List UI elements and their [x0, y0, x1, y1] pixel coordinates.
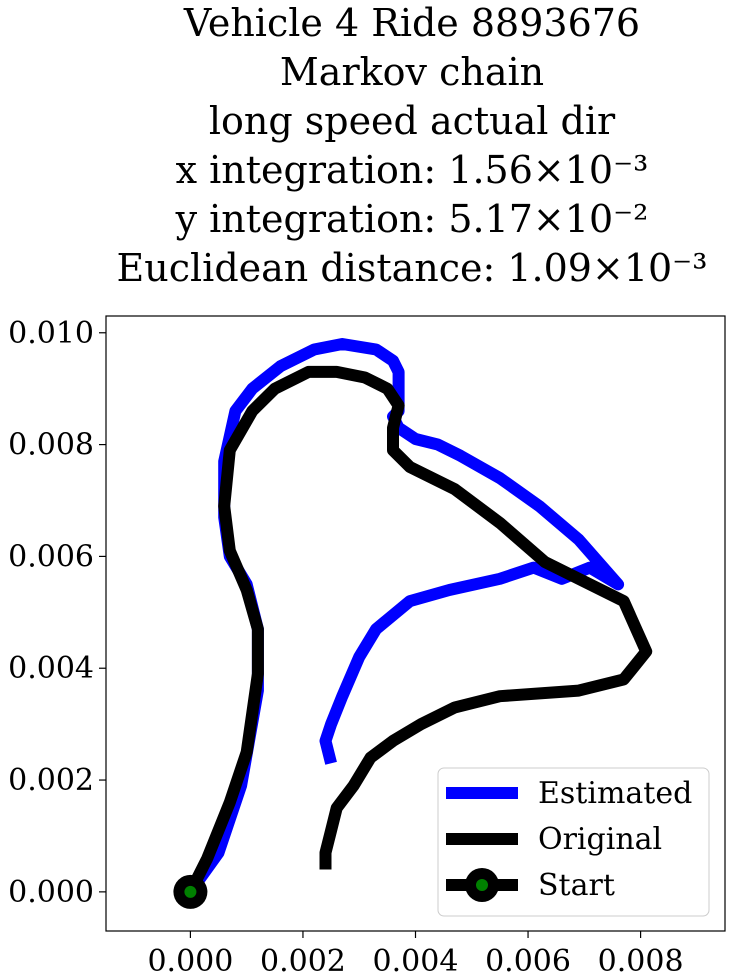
title-line-3: long speed actual dir [209, 99, 616, 143]
x-tick-label: 0.006 [485, 944, 571, 978]
chart-title: Vehicle 4 Ride 8893676 Markov chain long s… [117, 1, 708, 290]
x-axis: 0.000 0.002 0.004 0.006 0.008 [147, 931, 684, 978]
x-tick-label: 0.002 [260, 944, 346, 978]
series-lines [173, 338, 653, 909]
x-tick-label: 0.008 [598, 944, 684, 978]
y-tick-label: 0.010 [8, 316, 94, 351]
legend-label-start: Start [538, 868, 615, 903]
y-tick-label: 0.000 [8, 875, 94, 910]
title-line-1: Vehicle 4 Ride 8893676 [183, 1, 640, 45]
x-tick-label: 0.004 [373, 944, 459, 978]
x-tick-label: 0.000 [147, 944, 233, 978]
plot-area: 0.000 0.002 0.004 0.006 0.008 0.0000.0020.00… [8, 315, 726, 978]
start-marker-center [184, 885, 197, 898]
y-axis: 0.000 0.002 0.004 0.006 0.008 0.010 [8, 316, 106, 910]
series-line-original [185, 365, 653, 895]
y-tick-label: 0.004 [8, 651, 94, 686]
title-line-2: Markov chain [280, 50, 544, 94]
title-line-6: Euclidean distance: 1.09×10⁻³ [117, 246, 708, 290]
y-tick-label: 0.002 [8, 763, 94, 798]
legend-label-estimated: Estimated [538, 776, 692, 811]
legend: Estimated Original Start [437, 767, 710, 917]
legend-label-original: Original [538, 822, 662, 857]
y-tick-label: 0.006 [8, 539, 94, 574]
title-line-5: y integration: 5.17×10⁻² [175, 197, 649, 241]
title-line-4: x integration: 1.56×10⁻³ [176, 148, 649, 192]
y-tick-label: 0.008 [8, 428, 94, 463]
legend-swatch-start-dot [476, 879, 488, 891]
